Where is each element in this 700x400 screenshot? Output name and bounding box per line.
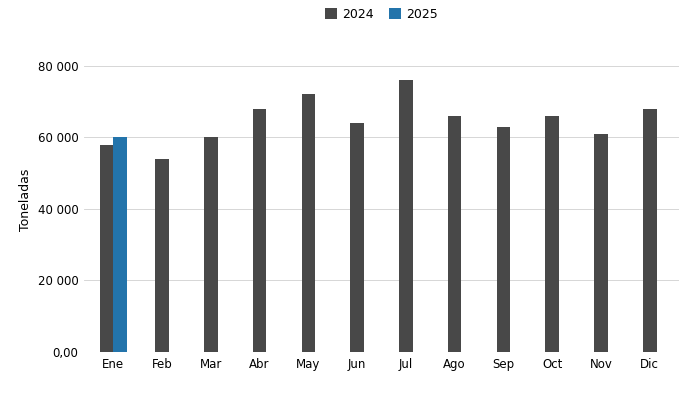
Bar — [350, 123, 364, 352]
Bar — [545, 116, 559, 352]
Bar — [643, 109, 657, 352]
Y-axis label: Toneladas: Toneladas — [19, 169, 32, 231]
Bar — [496, 127, 510, 352]
Bar — [594, 134, 608, 352]
Bar — [99, 144, 113, 352]
Legend: 2024, 2025: 2024, 2025 — [320, 2, 443, 26]
Bar — [448, 116, 461, 352]
Bar — [253, 109, 267, 352]
Bar — [204, 138, 218, 352]
Bar — [113, 138, 127, 352]
Bar — [302, 94, 315, 352]
Bar — [155, 159, 169, 352]
Bar — [399, 80, 413, 352]
